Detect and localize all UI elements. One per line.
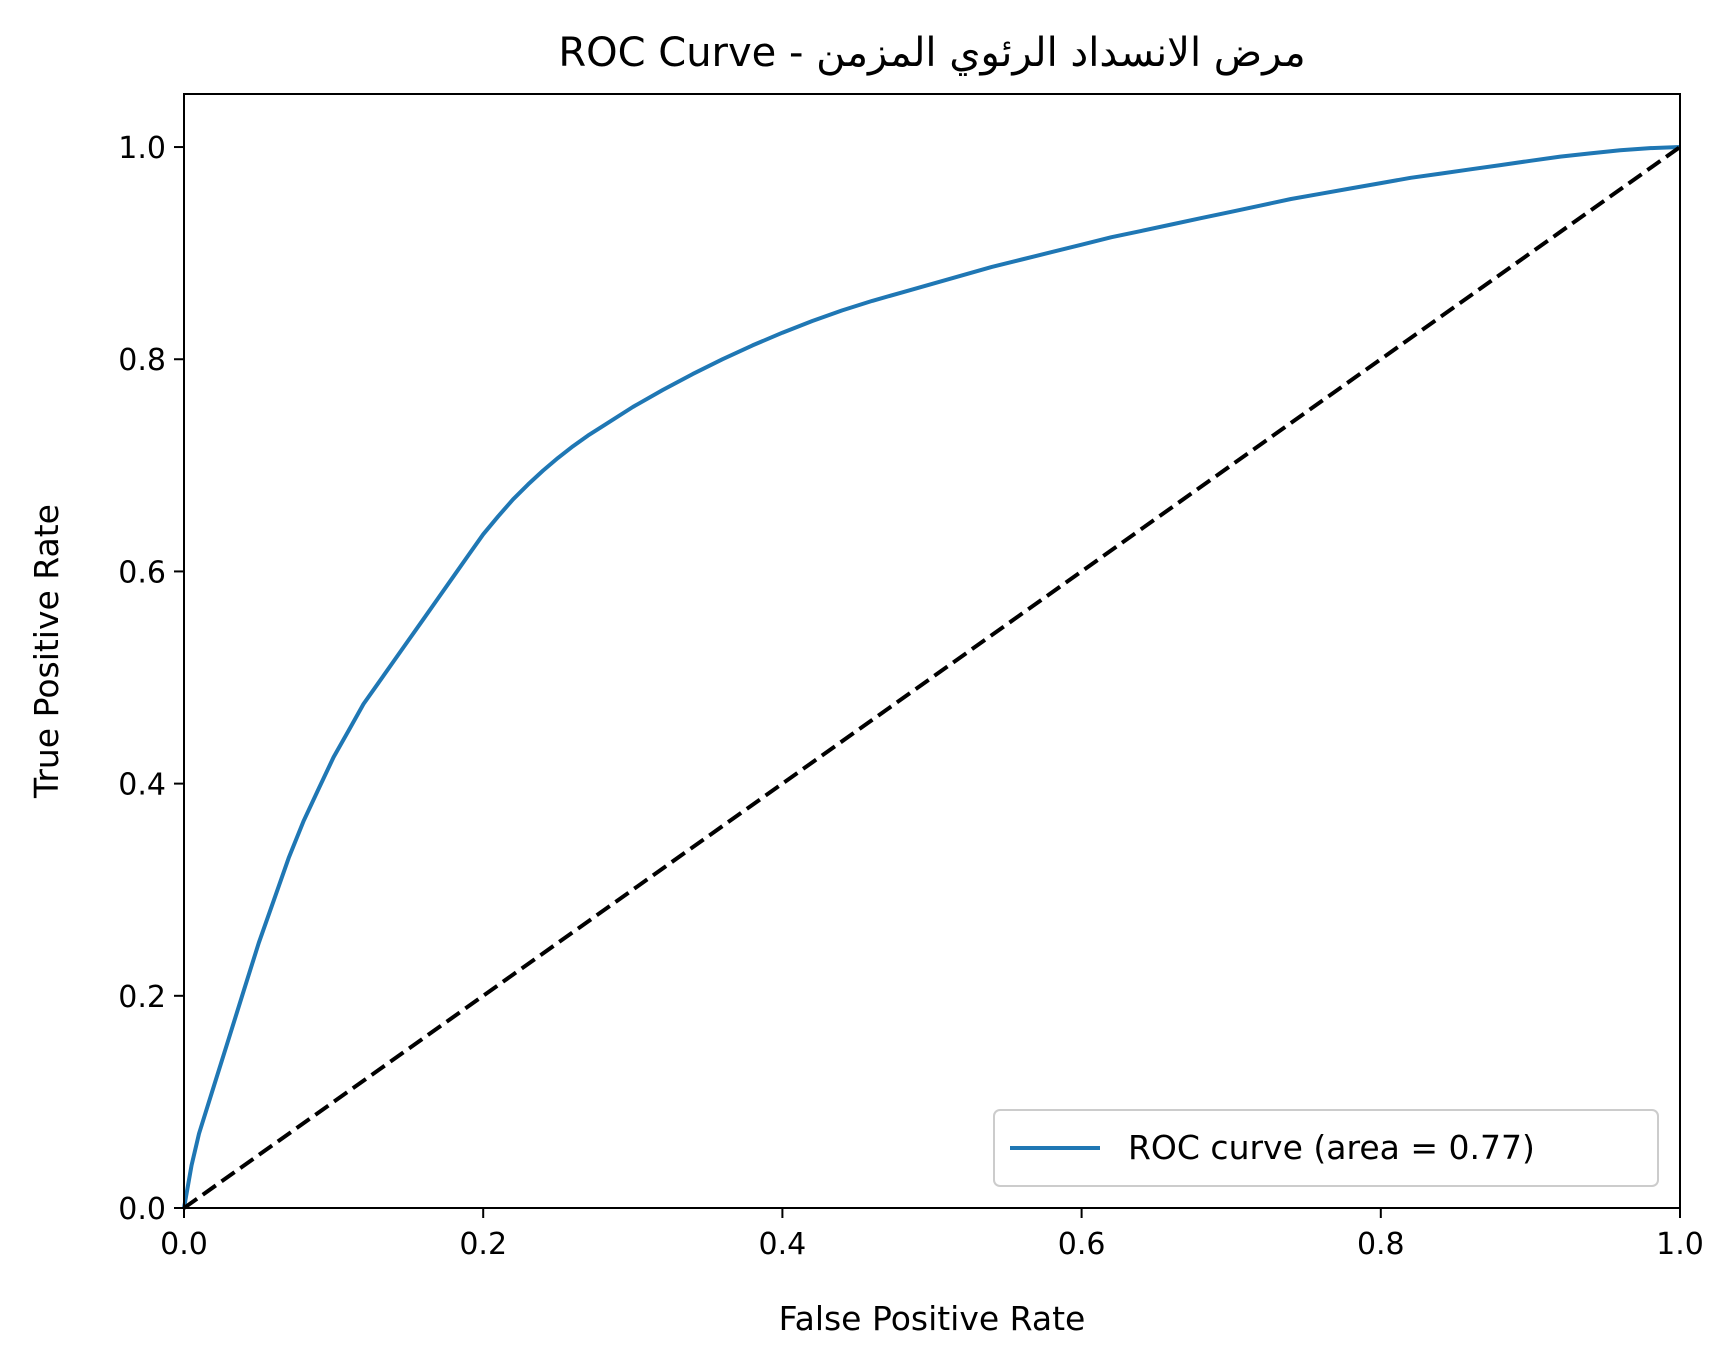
x-tick-label: 1.0 [1656, 1227, 1704, 1262]
y-axis-label: True Positive Rate [27, 504, 66, 799]
legend-label-roc: ROC curve (area = 0.77) [1128, 1128, 1535, 1167]
y-tick-label: 0.8 [118, 343, 166, 378]
y-tick-label: 0.0 [118, 1192, 166, 1227]
x-axis-ticks: 0.0 0.2 0.4 0.6 0.8 1.0 [160, 1208, 1704, 1262]
legend: ROC curve (area = 0.77) [993, 1109, 1659, 1187]
y-tick-label: 0.6 [118, 555, 166, 590]
chart-title: ROC Curve - مرض الانسداد الرئوي المزمن [558, 30, 1305, 76]
plot-area [182, 145, 1682, 1210]
x-tick-label: 0.2 [459, 1227, 507, 1262]
x-axis-label: False Positive Rate [779, 1299, 1086, 1338]
y-tick-label: 1.0 [118, 131, 166, 166]
x-tick-label: 0.0 [160, 1227, 208, 1262]
x-tick-label: 0.4 [759, 1227, 807, 1262]
plot-frame [183, 93, 1681, 1209]
legend-box [993, 1109, 1659, 1187]
y-tick-label: 0.2 [118, 980, 166, 1015]
x-tick-label: 0.8 [1357, 1227, 1405, 1262]
x-tick-label: 0.6 [1058, 1227, 1106, 1262]
y-axis-ticks: 0.0 0.2 0.4 0.6 0.8 1.0 [118, 131, 184, 1227]
y-tick-label: 0.4 [118, 768, 166, 803]
roc-curve-line [182, 145, 1681, 1209]
chance-diagonal-line [182, 145, 1682, 1210]
